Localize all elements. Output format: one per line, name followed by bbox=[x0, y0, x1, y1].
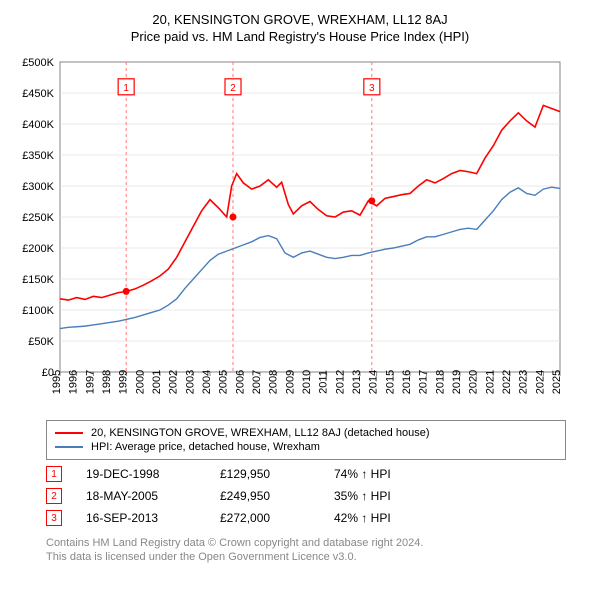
svg-text:2015: 2015 bbox=[384, 370, 396, 394]
legend: 20, KENSINGTON GROVE, WREXHAM, LL12 8AJ … bbox=[46, 420, 566, 460]
event-row: 3 16-SEP-2013 £272,000 42% ↑ HPI bbox=[46, 510, 590, 526]
footnote-line: This data is licensed under the Open Gov… bbox=[46, 550, 590, 564]
svg-text:2025: 2025 bbox=[551, 370, 563, 394]
svg-text:2000: 2000 bbox=[134, 370, 146, 394]
svg-text:2003: 2003 bbox=[184, 370, 196, 394]
legend-label: HPI: Average price, detached house, Wrex… bbox=[91, 441, 320, 453]
svg-text:2: 2 bbox=[230, 83, 236, 94]
svg-text:1995: 1995 bbox=[51, 370, 63, 394]
svg-text:£400K: £400K bbox=[22, 119, 54, 131]
svg-text:2024: 2024 bbox=[534, 370, 546, 394]
svg-text:2004: 2004 bbox=[201, 370, 213, 394]
legend-swatch bbox=[55, 446, 83, 448]
svg-text:2016: 2016 bbox=[401, 370, 413, 394]
svg-text:1997: 1997 bbox=[84, 370, 96, 394]
event-price: £129,950 bbox=[220, 467, 310, 481]
svg-text:£450K: £450K bbox=[22, 88, 54, 100]
svg-text:2019: 2019 bbox=[451, 370, 463, 394]
event-date: 19-DEC-1998 bbox=[86, 467, 196, 481]
svg-text:2002: 2002 bbox=[168, 370, 180, 394]
svg-text:3: 3 bbox=[369, 83, 375, 94]
legend-label: 20, KENSINGTON GROVE, WREXHAM, LL12 8AJ … bbox=[91, 427, 430, 439]
footnote: Contains HM Land Registry data © Crown c… bbox=[46, 536, 590, 565]
svg-text:£250K: £250K bbox=[22, 212, 54, 224]
svg-text:1998: 1998 bbox=[101, 370, 113, 394]
svg-text:2020: 2020 bbox=[468, 370, 480, 394]
event-marker: 1 bbox=[46, 466, 62, 482]
event-price: £272,000 bbox=[220, 511, 310, 525]
line-chart: £0£50K£100K£150K£200K£250K£300K£350K£400… bbox=[10, 52, 570, 412]
svg-text:£100K: £100K bbox=[22, 305, 54, 317]
event-price: £249,950 bbox=[220, 489, 310, 503]
svg-text:2010: 2010 bbox=[301, 370, 313, 394]
footnote-line: Contains HM Land Registry data © Crown c… bbox=[46, 536, 590, 550]
svg-text:2009: 2009 bbox=[284, 370, 296, 394]
svg-text:2022: 2022 bbox=[501, 370, 513, 394]
chart-subtitle: Price paid vs. HM Land Registry's House … bbox=[10, 29, 590, 44]
chart-title: 20, KENSINGTON GROVE, WREXHAM, LL12 8AJ bbox=[10, 12, 590, 27]
svg-text:2017: 2017 bbox=[418, 370, 430, 394]
event-date: 18-MAY-2005 bbox=[86, 489, 196, 503]
svg-text:2001: 2001 bbox=[151, 370, 163, 394]
chart-area: £0£50K£100K£150K£200K£250K£300K£350K£400… bbox=[10, 52, 590, 412]
event-marker: 2 bbox=[46, 488, 62, 504]
svg-text:2018: 2018 bbox=[434, 370, 446, 394]
svg-text:£350K: £350K bbox=[22, 150, 54, 162]
svg-text:2011: 2011 bbox=[318, 370, 330, 394]
svg-text:1999: 1999 bbox=[118, 370, 130, 394]
event-relative: 74% ↑ HPI bbox=[334, 467, 391, 481]
svg-text:2008: 2008 bbox=[268, 370, 280, 394]
svg-text:£50K: £50K bbox=[28, 336, 54, 348]
svg-text:1996: 1996 bbox=[68, 370, 80, 394]
event-row: 2 18-MAY-2005 £249,950 35% ↑ HPI bbox=[46, 488, 590, 504]
event-marker: 3 bbox=[46, 510, 62, 526]
svg-text:2006: 2006 bbox=[234, 370, 246, 394]
svg-text:£500K: £500K bbox=[22, 57, 54, 69]
svg-text:2012: 2012 bbox=[334, 370, 346, 394]
svg-text:£200K: £200K bbox=[22, 243, 54, 255]
legend-item: HPI: Average price, detached house, Wrex… bbox=[55, 441, 557, 453]
legend-item: 20, KENSINGTON GROVE, WREXHAM, LL12 8AJ … bbox=[55, 427, 557, 439]
svg-text:2013: 2013 bbox=[351, 370, 363, 394]
svg-text:1: 1 bbox=[123, 83, 129, 94]
event-date: 16-SEP-2013 bbox=[86, 511, 196, 525]
svg-text:£150K: £150K bbox=[22, 274, 54, 286]
svg-text:2007: 2007 bbox=[251, 370, 263, 394]
svg-text:£300K: £300K bbox=[22, 181, 54, 193]
event-list: 1 19-DEC-1998 £129,950 74% ↑ HPI 2 18-MAY-200… bbox=[46, 466, 590, 526]
svg-text:2005: 2005 bbox=[218, 370, 230, 394]
event-relative: 42% ↑ HPI bbox=[334, 511, 391, 525]
svg-text:2014: 2014 bbox=[368, 370, 380, 394]
svg-text:2023: 2023 bbox=[518, 370, 530, 394]
event-row: 1 19-DEC-1998 £129,950 74% ↑ HPI bbox=[46, 466, 590, 482]
svg-text:2021: 2021 bbox=[484, 370, 496, 394]
legend-swatch bbox=[55, 432, 83, 434]
event-relative: 35% ↑ HPI bbox=[334, 489, 391, 503]
